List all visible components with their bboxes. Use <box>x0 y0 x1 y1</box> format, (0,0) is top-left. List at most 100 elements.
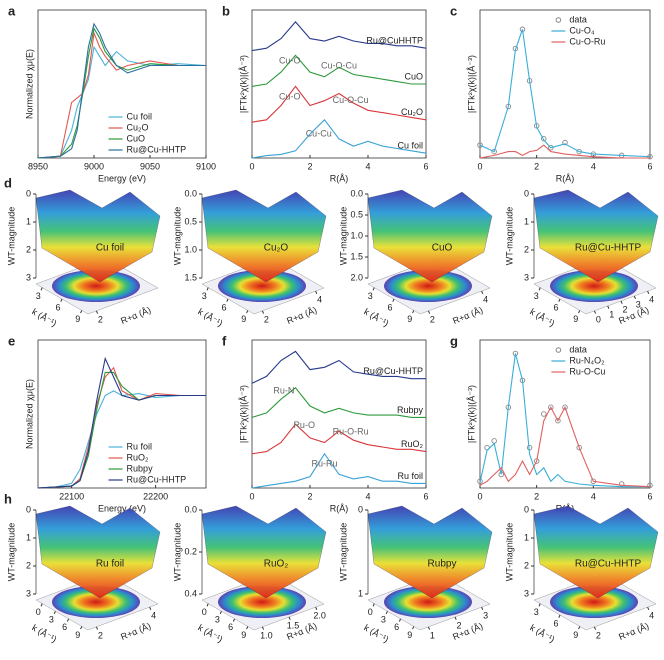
z-tick-label: 1 <box>358 588 363 598</box>
series-label: Cu₂O <box>401 107 423 117</box>
x-axis-label: Energy (eV) <box>98 503 146 513</box>
z-tick-label: 0.5 <box>350 209 363 219</box>
series-line <box>251 85 427 123</box>
data-point <box>562 404 568 411</box>
kticks-label: 9 <box>75 630 80 640</box>
k-axis-label: k (Å⁻¹) <box>196 622 224 644</box>
r-axis-label: R+α (Å) <box>617 621 650 642</box>
z-tick-label: 0.2 <box>184 546 197 556</box>
kticks-label: 3 <box>534 291 539 301</box>
z-tick-label: 2 <box>524 560 529 570</box>
floor-contour <box>52 270 140 302</box>
rticks-label: 3 <box>483 610 488 620</box>
kticks-tick <box>232 618 236 622</box>
surface <box>201 189 327 283</box>
r-axis-label: R+α (Å) <box>285 305 318 326</box>
series-line <box>479 144 650 159</box>
panel-label: c <box>450 3 457 18</box>
z-tick-label: 0.0 <box>184 504 197 514</box>
x-tick-label: 6 <box>647 161 652 171</box>
rticks-tick <box>593 310 597 314</box>
kticks-label: 9 <box>75 314 80 324</box>
x-tick-label: 8950 <box>28 161 48 171</box>
kticks-tick <box>385 610 388 615</box>
kticks-tick <box>412 310 415 314</box>
plot-frame <box>251 9 427 159</box>
x-tick-label: 9050 <box>140 161 160 171</box>
surface <box>35 505 161 599</box>
rticks-tick <box>633 295 636 299</box>
surface <box>201 505 327 599</box>
rticks-tick <box>95 310 99 314</box>
data-point <box>541 135 547 142</box>
sample-label: Ru@Cu-HHTP <box>575 243 642 254</box>
plot-frame <box>479 339 651 489</box>
kticks-tick <box>558 298 561 302</box>
kticks-label: 3 <box>215 615 220 625</box>
sample-label: Cu foil <box>96 243 124 254</box>
kticks-label: 3 <box>49 615 54 625</box>
rticks-label: 1.0 <box>260 630 273 640</box>
data-point <box>541 411 547 417</box>
panel-label: d <box>4 175 12 190</box>
x-tick-label: 6 <box>647 491 652 501</box>
y-axis-label: |FTk²χ(k)|(Å⁻³) <box>466 55 476 113</box>
kticks-label: 6 <box>553 302 558 312</box>
k-axis-label: k (Å⁻¹) <box>528 306 556 328</box>
rticks-label: 4 <box>649 294 654 304</box>
rticks-label: 2 <box>98 314 103 324</box>
floor-contour <box>218 270 306 302</box>
rticks-tick <box>261 310 265 314</box>
z-tick-label: 1 <box>26 532 31 542</box>
kticks-tick <box>538 603 541 607</box>
z-tick-label: 0 <box>524 504 529 514</box>
rticks-tick <box>315 606 318 611</box>
kticks-tick <box>219 610 222 615</box>
kticks-label: 3 <box>368 291 373 301</box>
plot-frame <box>37 9 207 159</box>
annotation: Ru-O <box>293 420 315 430</box>
kticks-label: 3 <box>202 291 207 301</box>
panel-label: f <box>222 333 227 348</box>
series-label: CuO <box>404 71 423 81</box>
kticks-tick <box>40 287 43 291</box>
series-line <box>251 21 427 52</box>
rticks-tick <box>261 626 265 630</box>
legend-label: CuO <box>127 133 146 143</box>
x-tick-label: 2 <box>534 491 539 501</box>
z-tick-label: 1.5 <box>350 251 363 261</box>
z-axis-label: WT-magnitude <box>338 207 348 266</box>
sample-label: RuO₂ <box>264 559 289 570</box>
z-axis-label: WT-magnitude <box>172 207 182 266</box>
kticks-label: 6 <box>553 618 558 628</box>
data-point <box>477 142 483 148</box>
panel-label: b <box>222 3 230 18</box>
legend-label: Ru@Cu-HHTP <box>127 474 187 484</box>
kticks-tick <box>206 603 209 607</box>
y-axis-label: |FTk²χ(k)|(Å⁻³) <box>466 385 476 443</box>
kticks-tick <box>392 298 395 302</box>
rticks-tick <box>454 616 457 620</box>
plot-frame <box>251 339 427 489</box>
sample-label: Ru foil <box>96 559 124 570</box>
panel-label: h <box>4 491 12 506</box>
x-tick-label: 22100 <box>59 491 84 501</box>
x-axis-label: R(Å) <box>556 173 575 183</box>
rticks-tick <box>481 606 484 611</box>
x-tick-label: 4 <box>365 161 370 171</box>
surface <box>35 189 161 283</box>
legend-label: Ru foil <box>127 441 153 451</box>
y-axis-label: |FTk²χ(k)|(Å⁻³) <box>238 55 248 113</box>
x-axis-label: R(Å) <box>330 173 349 183</box>
r-axis-label: R+α (Å) <box>119 621 152 642</box>
kticks-tick <box>246 310 249 314</box>
rticks-tick <box>95 626 99 630</box>
rticks-label: 2 <box>622 304 627 314</box>
surface <box>533 189 659 283</box>
rticks-label: 2 <box>98 630 103 640</box>
x-tick-label: 0 <box>477 161 482 171</box>
rticks-label: 2 <box>596 630 601 640</box>
legend-label: RuO₂ <box>127 452 150 462</box>
z-axis-label: WT-magnitude <box>338 523 348 582</box>
x-tick-label: 0 <box>477 491 482 501</box>
